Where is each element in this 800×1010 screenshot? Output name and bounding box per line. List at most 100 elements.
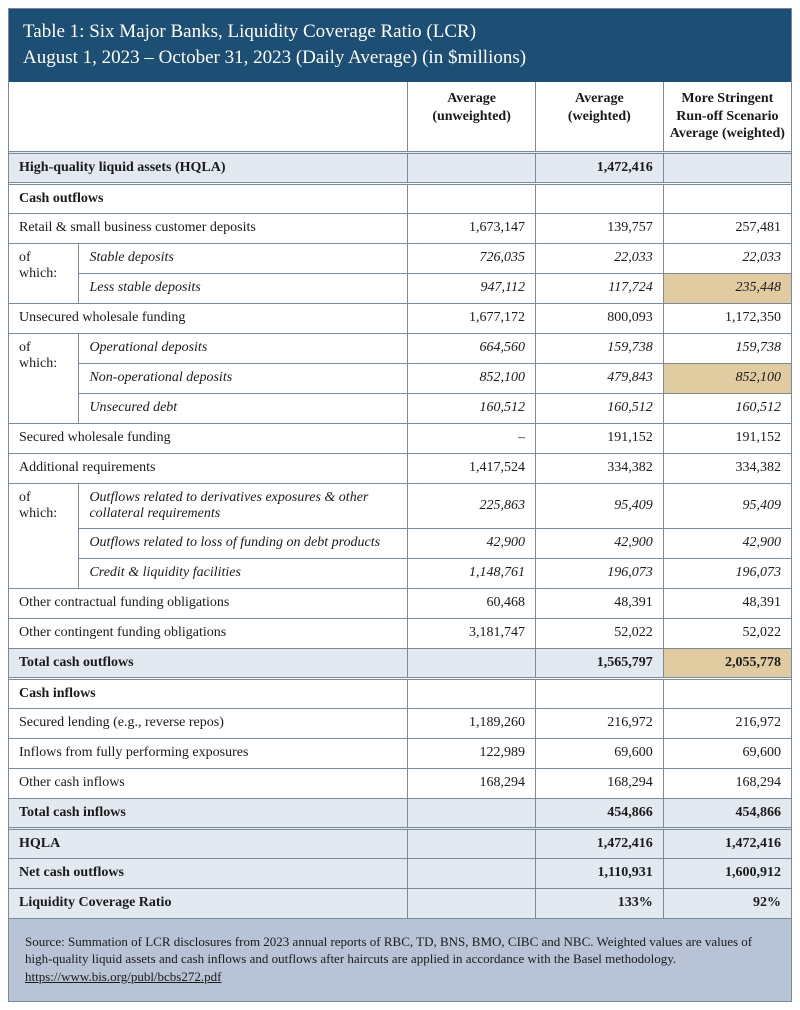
source-link[interactable]: https://www.bis.org/publ/bcbs272.pdf xyxy=(25,969,221,984)
cell-unweighted: 1,673,147 xyxy=(408,213,536,243)
cell-label: Other contingent funding obligations xyxy=(9,618,408,648)
row-cash-inflows-header: Cash inflows xyxy=(9,678,791,708)
cell-unweighted: 664,560 xyxy=(408,333,536,363)
cell-label: Cash outflows xyxy=(9,183,408,213)
cell-label: Inflows from fully performing exposures xyxy=(9,738,408,768)
cell-label: Net cash outflows xyxy=(9,858,408,888)
table-title: Table 1: Six Major Banks, Liquidity Cove… xyxy=(9,9,791,82)
cell-label: Outflows related to loss of funding on d… xyxy=(79,528,408,558)
cell-stringent: 334,382 xyxy=(663,453,791,483)
row-other-inflows: Other cash inflows 168,294 168,294 168,2… xyxy=(9,768,791,798)
cell-weighted: 160,512 xyxy=(536,393,664,423)
cell-label: Credit & liquidity facilities xyxy=(79,558,408,588)
cell-unweighted: 42,900 xyxy=(408,528,536,558)
cell-stringent xyxy=(663,152,791,183)
cell-weighted: 1,565,797 xyxy=(536,648,664,678)
cell-label: Other contractual funding obligations xyxy=(9,588,408,618)
cell-label: Outflows related to derivatives exposure… xyxy=(79,483,408,528)
cell-label: HQLA xyxy=(9,828,408,858)
cell-unweighted: 122,989 xyxy=(408,738,536,768)
cell-label: High-quality liquid assets (HQLA) xyxy=(9,152,408,183)
cell-unweighted xyxy=(408,152,536,183)
row-secured-lending: Secured lending (e.g., reverse repos) 1,… xyxy=(9,708,791,738)
cell-label: Total cash inflows xyxy=(9,798,408,828)
row-derivatives: of which: Outflows related to derivative… xyxy=(9,483,791,528)
cell-stringent: 52,022 xyxy=(663,618,791,648)
row-other-contingent: Other contingent funding obligations 3,1… xyxy=(9,618,791,648)
cell-weighted: 479,843 xyxy=(536,363,664,393)
cell-unweighted: 1,148,761 xyxy=(408,558,536,588)
cell-weighted: 48,391 xyxy=(536,588,664,618)
cell-weighted: 191,152 xyxy=(536,423,664,453)
cell-unweighted: 947,112 xyxy=(408,273,536,303)
row-hqla: High-quality liquid assets (HQLA) 1,472,… xyxy=(9,152,791,183)
cell-weighted: 1,110,931 xyxy=(536,858,664,888)
cell-unweighted: 1,677,172 xyxy=(408,303,536,333)
cell-weighted: 22,033 xyxy=(536,243,664,273)
source-text: Source: Summation of LCR disclosures fro… xyxy=(25,934,752,967)
cell-stringent: 257,481 xyxy=(663,213,791,243)
cell-unweighted: 726,035 xyxy=(408,243,536,273)
cell-weighted: 168,294 xyxy=(536,768,664,798)
cell-weighted: 52,022 xyxy=(536,618,664,648)
row-loss-funding: Outflows related to loss of funding on d… xyxy=(9,528,791,558)
cell-label: Liquidity Coverage Ratio xyxy=(9,888,408,918)
cell-stringent: 168,294 xyxy=(663,768,791,798)
header-weighted: Average (weighted) xyxy=(536,82,664,152)
cell-label: Unsecured wholesale funding xyxy=(9,303,408,333)
cell-weighted: 334,382 xyxy=(536,453,664,483)
cell-label: Less stable deposits xyxy=(79,273,408,303)
cell-weighted: 1,472,416 xyxy=(536,152,664,183)
cell-ofwhich: of which: xyxy=(9,243,79,303)
row-other-contractual: Other contractual funding obligations 60… xyxy=(9,588,791,618)
cell-stringent: 160,512 xyxy=(663,393,791,423)
row-additional-req: Additional requirements 1,417,524 334,38… xyxy=(9,453,791,483)
row-less-stable: Less stable deposits 947,112 117,724 235… xyxy=(9,273,791,303)
cell-weighted: 216,972 xyxy=(536,708,664,738)
row-total-outflows: Total cash outflows 1,565,797 2,055,778 xyxy=(9,648,791,678)
cell-stringent: 1,600,912 xyxy=(663,858,791,888)
cell-unweighted: 852,100 xyxy=(408,363,536,393)
cell-stringent: 69,600 xyxy=(663,738,791,768)
cell-weighted: 95,409 xyxy=(536,483,664,528)
row-performing-exposures: Inflows from fully performing exposures … xyxy=(9,738,791,768)
cell-weighted: 1,472,416 xyxy=(536,828,664,858)
header-stringent: More Stringent Run-off Scenario Average … xyxy=(663,82,791,152)
row-secured-wholesale: Secured wholesale funding – 191,152 191,… xyxy=(9,423,791,453)
cell-weighted: 69,600 xyxy=(536,738,664,768)
cell-weighted: 42,900 xyxy=(536,528,664,558)
row-unsecured-debt: Unsecured debt 160,512 160,512 160,512 xyxy=(9,393,791,423)
cell-stringent: 159,738 xyxy=(663,333,791,363)
cell-label: Total cash outflows xyxy=(9,648,408,678)
cell-label: Stable deposits xyxy=(79,243,408,273)
cell-weighted: 139,757 xyxy=(536,213,664,243)
cell-weighted: 159,738 xyxy=(536,333,664,363)
row-credit-liquidity: Credit & liquidity facilities 1,148,761 … xyxy=(9,558,791,588)
cell-label: Cash inflows xyxy=(9,678,408,708)
cell-label: Unsecured debt xyxy=(79,393,408,423)
cell-stringent: 95,409 xyxy=(663,483,791,528)
cell-label: Non-operational deposits xyxy=(79,363,408,393)
lcr-table: Average (unweighted) Average (weighted) … xyxy=(9,82,791,919)
cell-weighted: 454,866 xyxy=(536,798,664,828)
cell-stringent-highlighted: 2,055,778 xyxy=(663,648,791,678)
cell-ofwhich: of which: xyxy=(9,483,79,588)
lcr-table-container: Table 1: Six Major Banks, Liquidity Cove… xyxy=(8,8,792,1002)
cell-stringent: 48,391 xyxy=(663,588,791,618)
cell-ofwhich: of which: xyxy=(9,333,79,423)
cell-stringent: 454,866 xyxy=(663,798,791,828)
cell-stringent: 42,900 xyxy=(663,528,791,558)
row-total-inflows: Total cash inflows 454,866 454,866 xyxy=(9,798,791,828)
source-note: Source: Summation of LCR disclosures fro… xyxy=(9,919,791,1002)
cell-unweighted: 1,189,260 xyxy=(408,708,536,738)
title-line-2: August 1, 2023 – October 31, 2023 (Daily… xyxy=(23,47,526,68)
row-hqla-summary: HQLA 1,472,416 1,472,416 xyxy=(9,828,791,858)
title-line-1: Table 1: Six Major Banks, Liquidity Cove… xyxy=(23,21,476,42)
cell-stringent: 196,073 xyxy=(663,558,791,588)
cell-stringent: 216,972 xyxy=(663,708,791,738)
row-net-outflows: Net cash outflows 1,110,931 1,600,912 xyxy=(9,858,791,888)
header-blank xyxy=(9,82,408,152)
cell-stringent: 92% xyxy=(663,888,791,918)
cell-weighted: 800,093 xyxy=(536,303,664,333)
cell-stringent-highlighted: 852,100 xyxy=(663,363,791,393)
